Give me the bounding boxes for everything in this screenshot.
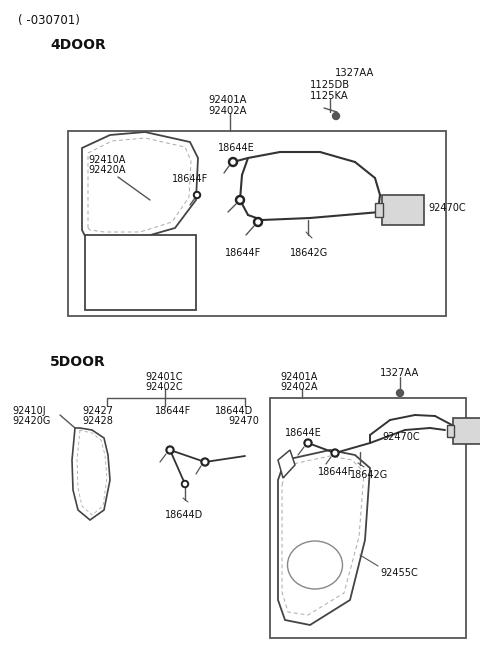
Circle shape <box>256 220 260 224</box>
Bar <box>375 203 383 217</box>
Circle shape <box>228 158 238 166</box>
Text: 92420A: 92420A <box>88 165 125 175</box>
Bar <box>270 398 466 638</box>
Circle shape <box>168 448 172 452</box>
Text: 18644D: 18644D <box>165 510 203 520</box>
Circle shape <box>231 160 235 164</box>
Circle shape <box>193 191 201 198</box>
Text: 92401C: 92401C <box>145 372 182 382</box>
Circle shape <box>333 112 339 120</box>
Circle shape <box>331 449 339 457</box>
Text: 92401A: 92401A <box>208 95 247 105</box>
Polygon shape <box>278 450 370 625</box>
Circle shape <box>203 460 207 464</box>
Text: 18644F: 18644F <box>225 248 261 258</box>
Text: 18644D: 18644D <box>215 406 253 416</box>
Text: 18644F: 18644F <box>155 406 191 416</box>
Text: 92427: 92427 <box>82 406 113 416</box>
Circle shape <box>201 458 209 466</box>
Circle shape <box>253 217 263 227</box>
Circle shape <box>306 442 310 445</box>
Circle shape <box>183 482 187 486</box>
Circle shape <box>333 451 337 455</box>
Text: 92470: 92470 <box>228 416 259 426</box>
Polygon shape <box>72 428 110 520</box>
Text: 1125KA: 1125KA <box>310 91 349 101</box>
Text: 18644E: 18644E <box>218 143 255 153</box>
Text: 92410J: 92410J <box>12 406 46 416</box>
Circle shape <box>181 480 189 487</box>
Text: 92470C: 92470C <box>382 432 420 442</box>
Text: 18644F: 18644F <box>172 174 208 184</box>
Text: 92401A: 92401A <box>280 372 317 382</box>
Bar <box>68 131 446 316</box>
Text: 92402C: 92402C <box>145 382 182 392</box>
Text: 92470C: 92470C <box>428 203 466 213</box>
Bar <box>382 195 424 225</box>
Text: 18644F: 18644F <box>318 467 354 477</box>
Text: 18642G: 18642G <box>290 248 328 258</box>
Polygon shape <box>278 450 295 478</box>
Text: 1125DB: 1125DB <box>310 80 350 90</box>
Text: 1327AA: 1327AA <box>335 68 374 78</box>
Text: 92428: 92428 <box>82 416 113 426</box>
Text: 92410A: 92410A <box>88 155 125 165</box>
Text: 5DOOR: 5DOOR <box>50 355 106 369</box>
Bar <box>453 418 480 444</box>
Text: 18644E: 18644E <box>285 428 322 438</box>
Text: 92402A: 92402A <box>208 106 247 116</box>
Text: ( -030701): ( -030701) <box>18 14 80 27</box>
Text: 92420G: 92420G <box>12 416 50 426</box>
Text: 18642G: 18642G <box>350 470 388 480</box>
Text: 92455C: 92455C <box>380 568 418 578</box>
Circle shape <box>396 390 404 397</box>
Text: 92402A: 92402A <box>280 382 317 392</box>
Circle shape <box>238 198 242 202</box>
Polygon shape <box>82 132 198 238</box>
Text: 1327AA: 1327AA <box>380 368 420 378</box>
Bar <box>447 425 454 437</box>
Text: 4DOOR: 4DOOR <box>50 38 106 52</box>
Circle shape <box>236 196 244 204</box>
Circle shape <box>195 194 199 196</box>
Polygon shape <box>85 235 196 310</box>
Circle shape <box>166 446 174 454</box>
Circle shape <box>304 439 312 447</box>
